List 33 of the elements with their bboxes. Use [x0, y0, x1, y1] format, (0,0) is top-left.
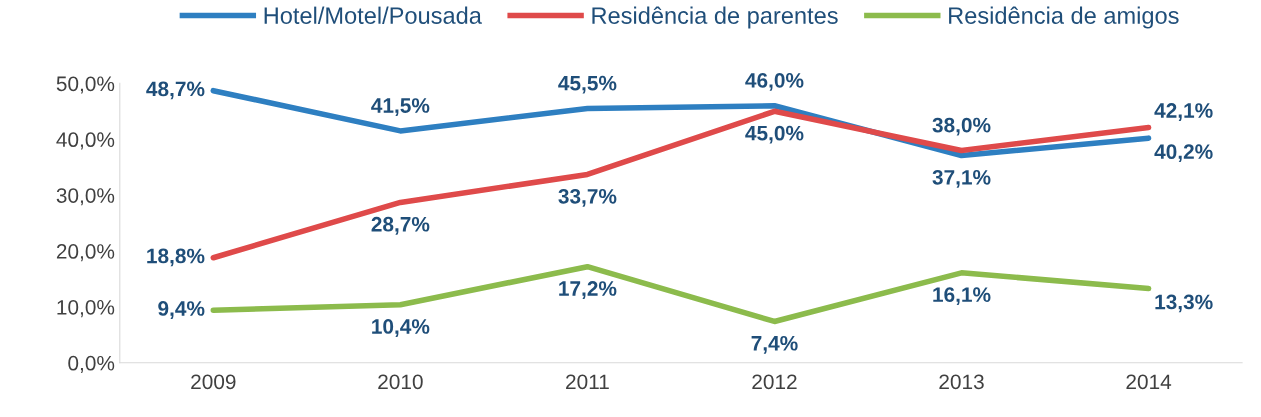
data-label: 7,4%: [751, 335, 798, 354]
x-tick-label: 2010: [378, 374, 423, 390]
data-label: 42,1%: [1154, 103, 1213, 121]
legend-label: Residência de amigos: [949, 6, 1179, 29]
x-tick-label: 2009: [191, 374, 236, 390]
y-tick-label: 20,0%: [56, 244, 115, 262]
y-tick-label: 0,0%: [68, 355, 115, 373]
data-label: 37,1%: [932, 169, 991, 188]
x-tick-label: 2014: [1126, 374, 1172, 390]
legend-label: Residência de parentes: [592, 6, 838, 29]
data-label: 45,5%: [558, 75, 617, 94]
x-tick-label: 2012: [752, 374, 797, 390]
data-label: 40,2%: [1154, 144, 1213, 163]
data-label: 16,1%: [933, 287, 991, 306]
data-label: 41,5%: [371, 98, 430, 116]
data-label: 9,4%: [158, 301, 205, 319]
x-tick-label: 2013: [939, 374, 984, 390]
data-label: 46,0%: [745, 72, 804, 91]
x-tick-label: 2011: [566, 374, 609, 390]
y-tick-label: 30,0%: [56, 188, 115, 206]
legend-label: Hotel/Motel/Pousada: [264, 6, 482, 24]
data-label: 10,4%: [372, 319, 430, 337]
data-label: 28,7%: [371, 216, 430, 235]
y-tick-label: 40,0%: [56, 132, 115, 150]
data-label: 45,0%: [745, 125, 804, 144]
data-label: 33,7%: [558, 188, 617, 207]
data-label: 48,7%: [146, 81, 205, 100]
data-label: 13,3%: [1155, 294, 1213, 313]
y-tick-label: 10,0%: [57, 299, 115, 318]
data-label: 18,8%: [147, 248, 205, 267]
y-tick-label: 50,0%: [56, 76, 115, 94]
data-label: 17,2%: [559, 281, 617, 299]
data-label: 38,0%: [932, 117, 991, 136]
